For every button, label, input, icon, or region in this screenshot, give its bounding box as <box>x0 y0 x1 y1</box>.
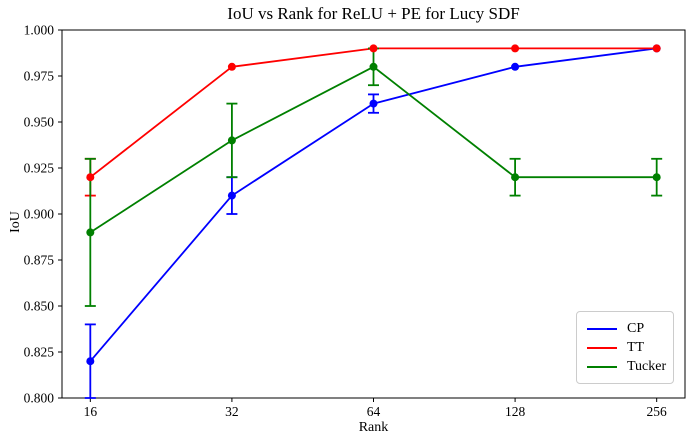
x-tick-label: 128 <box>505 404 526 419</box>
tt-marker <box>86 173 95 182</box>
legend-label-tt: TT <box>627 339 645 355</box>
cp-line-swatch <box>587 327 617 330</box>
y-tick-label: 1.000 <box>24 23 55 38</box>
legend-entry-tucker: Tucker <box>587 357 667 376</box>
y-tick-label: 0.800 <box>24 391 55 406</box>
tucker-line-swatch <box>587 365 617 368</box>
legend: CP TT Tucker <box>576 311 674 384</box>
x-axis-label: Rank <box>358 420 389 435</box>
x-tick-label: 256 <box>647 404 668 419</box>
tt-marker <box>652 44 661 53</box>
y-tick-label: 0.900 <box>24 207 55 222</box>
y-tick-label: 0.875 <box>24 253 55 268</box>
cp-marker <box>227 191 236 200</box>
y-tick-label: 0.925 <box>24 161 55 176</box>
tt-marker <box>511 44 520 53</box>
y-tick-label: 0.975 <box>24 69 55 84</box>
y-tick-label: 0.850 <box>24 299 55 314</box>
tt-marker <box>369 44 378 53</box>
legend-label-tucker: Tucker <box>627 358 667 374</box>
tucker-marker <box>511 173 520 182</box>
tt-marker <box>227 62 236 71</box>
tt-line-swatch <box>587 346 617 349</box>
tucker-marker <box>369 62 378 71</box>
legend-label-cp: CP <box>627 320 645 336</box>
x-tick-label: 32 <box>225 404 239 419</box>
x-tick-label: 16 <box>84 404 98 419</box>
y-tick-label: 0.825 <box>24 345 55 360</box>
legend-entry-cp: CP <box>587 319 663 338</box>
legend-entry-tt: TT <box>587 338 663 357</box>
x-tick-label: 64 <box>367 404 381 419</box>
cp-marker <box>511 62 520 71</box>
tucker-marker <box>652 173 661 182</box>
tucker-marker <box>86 228 95 237</box>
y-tick-label: 0.950 <box>24 115 55 130</box>
tucker-marker <box>227 136 236 145</box>
chart-title: IoU vs Rank for ReLU + PE for Lucy SDF <box>227 4 520 23</box>
cp-marker <box>86 357 95 366</box>
tucker-line <box>89 65 657 234</box>
cp-marker <box>369 99 378 108</box>
